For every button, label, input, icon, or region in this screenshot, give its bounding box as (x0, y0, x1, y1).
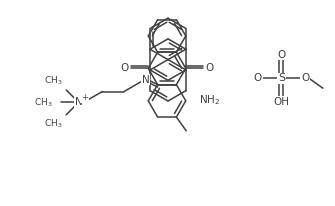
Text: +: + (81, 93, 88, 102)
Text: NH$_2$: NH$_2$ (199, 93, 220, 107)
Text: CH$_3$: CH$_3$ (44, 118, 62, 130)
Text: O: O (301, 73, 309, 83)
Text: N: N (142, 75, 150, 85)
Text: O: O (205, 63, 213, 73)
Text: O: O (254, 73, 262, 83)
Text: O: O (277, 50, 285, 60)
Text: O: O (121, 63, 129, 73)
Text: N: N (75, 97, 82, 107)
Text: CH$_3$: CH$_3$ (34, 96, 53, 109)
Text: CH$_3$: CH$_3$ (44, 75, 62, 87)
Text: S: S (278, 73, 285, 83)
Text: OH: OH (273, 97, 289, 107)
